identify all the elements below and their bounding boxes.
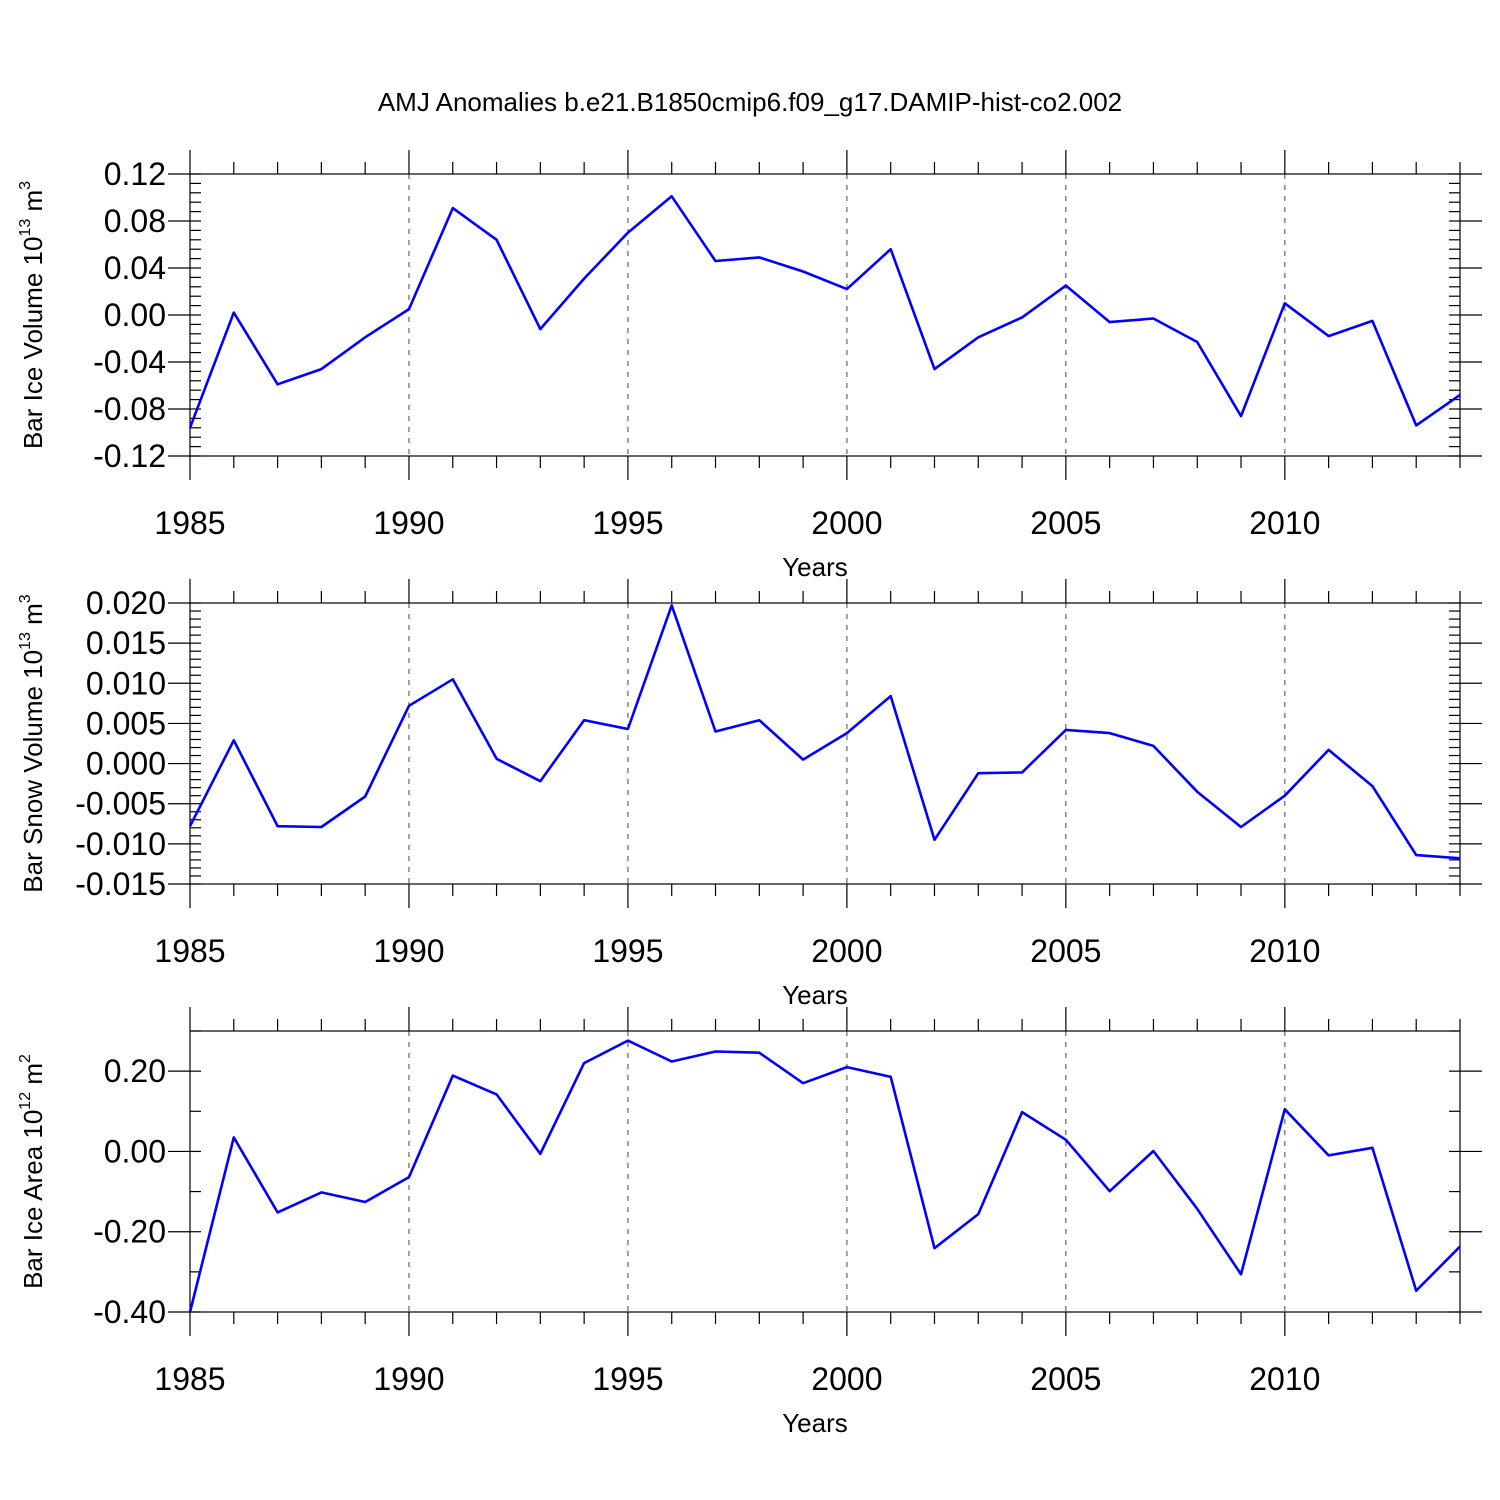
y-tick-label: -0.08 [93,391,166,427]
series-line-1 [188,195,1461,429]
x-tick-label: 1995 [592,505,663,541]
y-tick-label: -0.04 [93,344,166,380]
y-axis-label-exponent: 13 [17,632,34,650]
y-tick-label: 0.015 [86,625,166,661]
y-tick-label: 0.08 [104,203,166,239]
y-axis-label: Bar Ice Area 1012 m2 [17,1054,48,1289]
x-tick-label: 2010 [1249,1361,1320,1397]
y-axis-label-unit-exponent: 3 [17,181,34,190]
x-tick-label: 1985 [154,505,225,541]
y-axis-label-unit: m [18,1063,48,1092]
x-tick-label: 2005 [1030,933,1101,969]
series-line-1 [188,604,1461,860]
chart-panel-2: -0.015 -0.010 -0.005 0.000 0.005 0.010 0.015 0.… [17,579,1482,1010]
plot-frame [189,602,1461,885]
y-axis-label: Bar Snow Volume 1013 m3 [17,594,48,893]
y-tick-label: 0.000 [86,746,166,782]
series-line-1 [188,1039,1461,1313]
y-axis-label-exponent: 13 [17,219,34,237]
x-tick-label: 2000 [811,933,882,969]
y-tick-label: 0.00 [104,1133,166,1169]
y-tick-label: -0.20 [93,1214,166,1250]
y-axis-label-main: Bar Snow Volume 10 [18,650,48,893]
y-tick-label: -0.015 [75,866,166,902]
y-tick-label: -0.005 [75,786,166,822]
x-axis-label: Years [782,552,848,582]
x-tick-label: 2000 [811,1361,882,1397]
y-tick-label: 0.00 [104,297,166,333]
plot-frame [189,173,1461,457]
y-axis-label-main: Bar Ice Area 10 [18,1110,48,1289]
y-tick-label: 0.04 [104,250,166,286]
x-tick-label: 1985 [154,933,225,969]
x-tick-label: 2010 [1249,505,1320,541]
x-tick-label: 1985 [154,1361,225,1397]
x-axis-label: Years [782,1408,848,1438]
y-tick-label: -0.12 [93,438,166,474]
x-tick-label: 1990 [373,1361,444,1397]
x-tick-label: 1990 [373,505,444,541]
y-axis-label-unit: m [18,603,48,632]
x-tick-label: 2005 [1030,1361,1101,1397]
chart-panels: -0.12 -0.08 -0.04 0.00 0.04 0.08 0.12 1985 1990 1… [17,150,1482,1438]
y-tick-label: 0.020 [86,585,166,621]
chart-panel-3: -0.40 -0.20 0.00 0.20 1985 1990 1995 2000 2005 20… [17,1007,1482,1438]
y-axis-label-main: Bar Ice Volume 10 [18,237,48,449]
chart-title: AMJ Anomalies b.e21.B1850cmip6.f09_g17.D… [378,87,1122,117]
x-tick-label: 2005 [1030,505,1101,541]
y-tick-label: 0.12 [104,156,166,192]
y-axis-label-unit-exponent: 2 [17,1054,34,1063]
x-axis-label: Years [782,980,848,1010]
x-tick-label: 1995 [592,933,663,969]
y-tick-label: 0.010 [86,665,166,701]
y-axis-label-unit: m [18,190,48,219]
x-tick-label: 1990 [373,933,444,969]
x-tick-label: 2010 [1249,933,1320,969]
chart-panel-1: -0.12 -0.08 -0.04 0.00 0.04 0.08 0.12 1985 1990 1… [17,150,1482,582]
y-tick-label: 0.20 [104,1053,166,1089]
y-axis-label-exponent: 12 [17,1092,34,1110]
plot-frame [189,1030,1461,1313]
y-axis-label: Bar Ice Volume 1013 m3 [17,181,48,449]
y-axis-label-unit-exponent: 3 [17,594,34,603]
y-tick-label: 0.005 [86,705,166,741]
x-tick-label: 2000 [811,505,882,541]
x-tick-label: 1995 [592,1361,663,1397]
y-tick-label: -0.40 [93,1294,166,1330]
y-tick-label: -0.010 [75,826,166,862]
